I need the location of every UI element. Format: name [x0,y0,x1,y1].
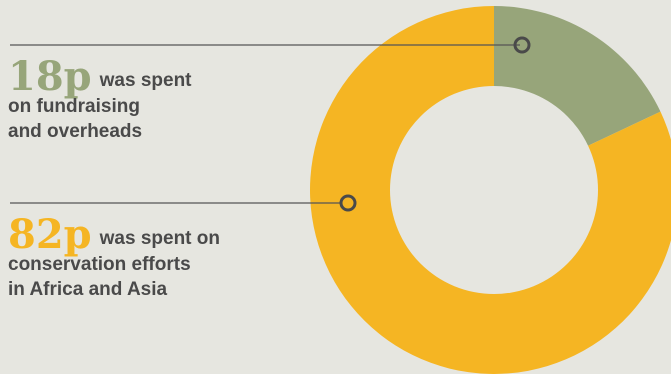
amount-fundraising: 18p [8,53,92,100]
amount-conservation: 82p [8,211,92,258]
label-line1-fundraising: was spent [99,70,192,91]
label-line1-conservation: was spent on [99,228,220,249]
leader-lines [10,36,531,212]
donut-hole [390,86,598,294]
stat-fundraising: 18p was spent on fundraising and overhead… [8,57,192,144]
label-line2-fundraising: on fundraising [8,96,140,117]
label-line3-conservation: in Africa and Asia [8,279,168,300]
stat-conservation: 82p was spent on conservation efforts in … [8,215,220,302]
label-line2-conservation: conservation efforts [8,254,191,275]
leader-marker-fundraising [513,36,531,54]
label-line3-fundraising: and overheads [8,121,143,142]
leader-marker-conservation [339,194,357,212]
